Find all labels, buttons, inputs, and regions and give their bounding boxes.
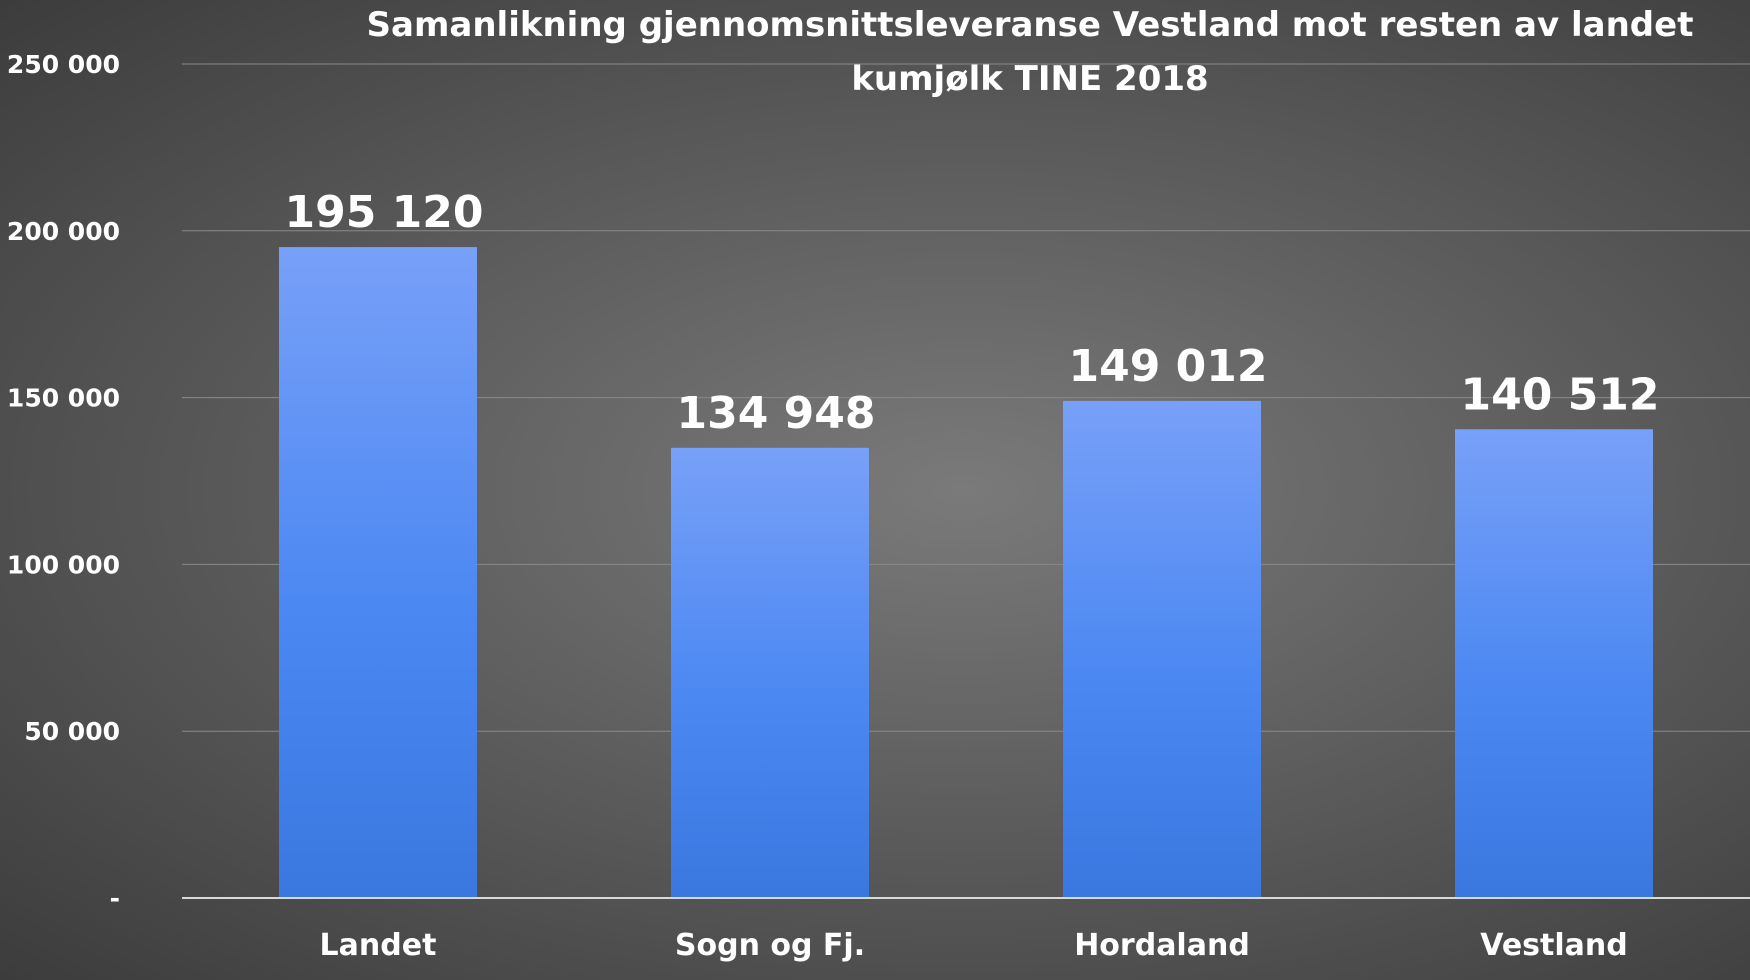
y-tick-label: 250 000	[7, 50, 120, 79]
x-axis-tick-labels: Landet Sogn og Fj. Hordaland Vestland	[320, 928, 1628, 963]
data-label: 149 012	[1068, 341, 1267, 392]
data-label: 195 120	[284, 187, 483, 238]
data-label: 140 512	[1460, 369, 1659, 420]
y-tick-label: -	[110, 884, 120, 913]
bars	[279, 247, 1653, 898]
bar	[279, 247, 477, 898]
bar	[1455, 429, 1653, 898]
data-label: 134 948	[676, 388, 875, 439]
chart-title-line-1: Samanlikning gjennomsnittsleveranse Vest…	[367, 5, 1694, 45]
x-tick-label: Landet	[320, 928, 437, 963]
x-tick-label: Hordaland	[1074, 928, 1250, 963]
chart-title-line-2: kumjølk TINE 2018	[851, 59, 1208, 99]
bar	[1063, 400, 1261, 898]
y-tick-label: 50 000	[24, 717, 120, 746]
x-tick-label: Vestland	[1480, 928, 1627, 963]
bar	[671, 447, 869, 898]
y-tick-label: 200 000	[7, 217, 120, 246]
data-labels: 195 120 134 948 149 012 140 512	[284, 187, 1659, 439]
y-tick-label: 100 000	[7, 550, 120, 579]
y-tick-label: 150 000	[7, 384, 120, 413]
y-axis-tick-labels: - 50 000 100 000 150 000 200 000 250 000	[7, 50, 120, 913]
x-tick-label: Sogn og Fj.	[675, 928, 865, 963]
